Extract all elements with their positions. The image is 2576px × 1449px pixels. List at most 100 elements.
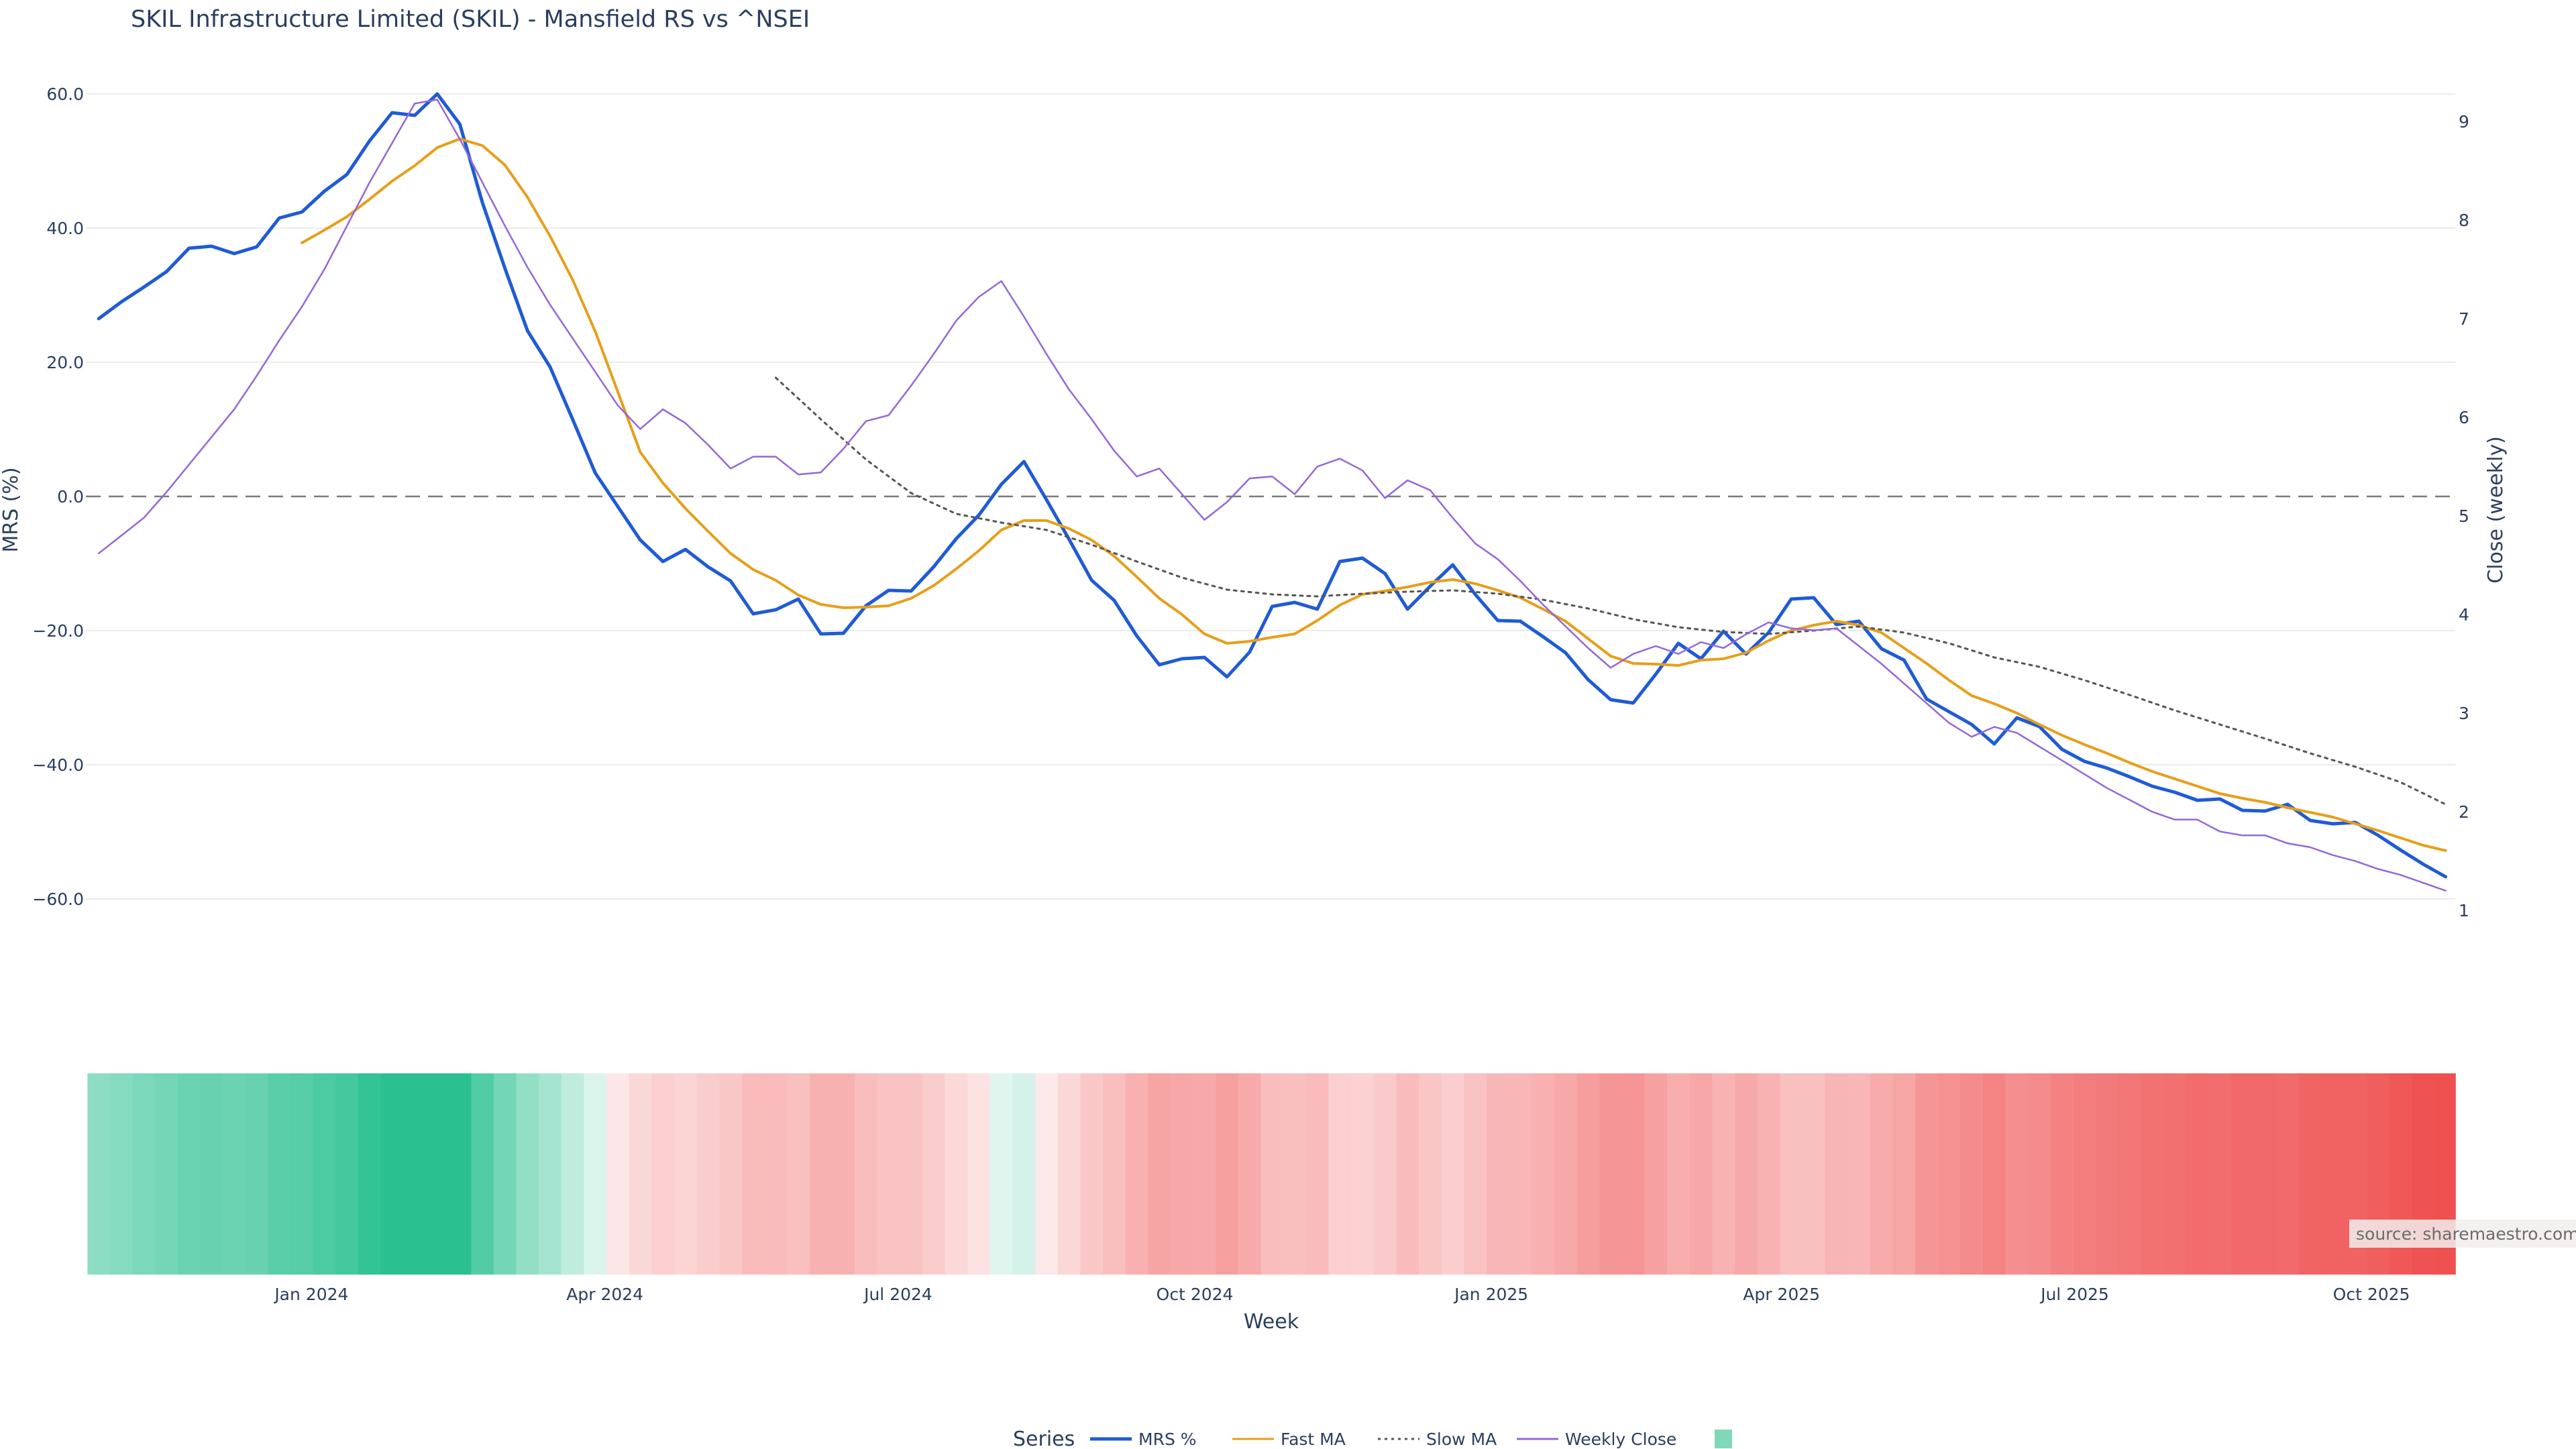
heat-cell [1780, 1073, 1803, 1275]
heat-cell [1960, 1073, 1984, 1275]
x-axis-ticks: Jan 2024 Apr 2024 Jul 2024 Oct 2024 Jan 2025… [273, 1285, 2410, 1304]
heat-cell [1351, 1073, 1375, 1275]
heat-cell [1509, 1073, 1532, 1275]
heat-cell [877, 1073, 901, 1275]
series-line-fast-ma [301, 138, 2447, 852]
y2-tick-label: 3 [2459, 704, 2469, 723]
heat-cell [2005, 1073, 2029, 1275]
heat-cell [764, 1073, 788, 1275]
heat-cell [200, 1073, 223, 1275]
heat-cell [1599, 1073, 1623, 1275]
heat-cell [1983, 1073, 2006, 1275]
heat-cell [268, 1073, 291, 1275]
heat-cell [2298, 1073, 2322, 1275]
heat-cell [945, 1073, 969, 1275]
y2-tick-label: 4 [2459, 605, 2469, 625]
heat-cell [426, 1073, 449, 1275]
heat-cell [1576, 1073, 1600, 1275]
heat-cell [1238, 1073, 1262, 1275]
y2-tick-label: 9 [2459, 112, 2469, 131]
heat-cell [110, 1073, 133, 1275]
heat-cell [1825, 1073, 1848, 1275]
y-tick-label: 60.0 [46, 85, 84, 104]
mrs-heat-strip [87, 1073, 2456, 1275]
heat-cell [1441, 1073, 1465, 1275]
y2-tick-label: 6 [2459, 408, 2469, 427]
heat-cell [1689, 1073, 1713, 1275]
heat-cell [1892, 1073, 1916, 1275]
heat-cell [989, 1073, 1014, 1275]
heat-cell [719, 1073, 743, 1275]
heat-cell [1667, 1073, 1690, 1275]
heat-cell [2276, 1073, 2300, 1275]
y2-tick-label: 7 [2459, 309, 2469, 329]
y-axis-right-ticks: 1 2 3 4 5 6 7 8 9 [2459, 112, 2469, 920]
heat-cell [1373, 1073, 1397, 1275]
y-tick-label: −60.0 [32, 890, 84, 909]
heat-cell [1283, 1073, 1307, 1275]
heat-cell [1080, 1073, 1104, 1275]
heat-cell [1305, 1073, 1330, 1275]
heat-cell [629, 1073, 653, 1275]
heat-cell [1644, 1073, 1668, 1275]
heat-cell [1057, 1073, 1081, 1275]
heat-cell [2050, 1073, 2074, 1275]
heat-cell [1216, 1073, 1239, 1275]
heat-cell [1464, 1073, 1487, 1275]
heat-cell [1125, 1073, 1149, 1275]
y2-tick-label: 5 [2459, 506, 2469, 526]
heat-cell [1870, 1073, 1894, 1275]
heat-cell [539, 1073, 562, 1275]
heat-cell [1532, 1073, 1555, 1275]
series-line-weekly-close [97, 99, 2447, 892]
source-annotation: source: sharemaestro.com [2349, 1220, 2576, 1248]
heat-cell [1847, 1073, 1871, 1275]
heat-cell [967, 1073, 991, 1275]
heat-cell [2163, 1073, 2187, 1275]
heat-cell [1915, 1073, 1939, 1275]
x-tick-label: Jan 2025 [1453, 1285, 1528, 1304]
heat-cell [1487, 1073, 1510, 1275]
heat-cell [155, 1073, 178, 1275]
y-tick-label: 20.0 [46, 353, 84, 372]
heat-cell [2073, 1073, 2096, 1275]
heat-cell [380, 1073, 405, 1275]
heat-cell [922, 1073, 946, 1275]
heat-cell [1103, 1073, 1126, 1275]
legend-label: Weekly Close [1565, 1430, 1676, 1449]
heat-cell [313, 1073, 337, 1275]
heat-cell [223, 1073, 246, 1275]
chart-title: SKIL Infrastructure Limited (SKIL) - Man… [131, 6, 810, 33]
y-axis-left-title: MRS (%) [0, 467, 23, 552]
heat-cell [178, 1073, 201, 1275]
heat-cell [2141, 1073, 2164, 1275]
x-tick-label: Jul 2025 [2039, 1285, 2109, 1304]
heat-cell [516, 1073, 539, 1275]
heat-cell [1937, 1073, 1962, 1275]
heat-cell [1148, 1073, 1171, 1275]
heat-cell [290, 1073, 314, 1275]
heat-cell [1396, 1073, 1419, 1275]
legend-label: Fast MA [1281, 1430, 1346, 1449]
heat-cell [1171, 1073, 1194, 1275]
heat-cell [358, 1073, 382, 1275]
heat-cell [2028, 1073, 2051, 1275]
heat-cell [741, 1073, 765, 1275]
x-tick-label: Jan 2024 [273, 1285, 348, 1304]
y-tick-label: 40.0 [46, 219, 84, 238]
heat-cell [2208, 1073, 2232, 1275]
heat-cell [674, 1073, 698, 1275]
heat-cell [1712, 1073, 1735, 1275]
heat-cell [2321, 1073, 2345, 1275]
y-tick-label: −40.0 [32, 755, 84, 775]
heat-cell [1735, 1073, 1758, 1275]
heat-cell [1260, 1073, 1284, 1275]
heat-cell [1012, 1073, 1036, 1275]
y-axis-right-title: Close (weekly) [2484, 436, 2508, 584]
series-lines [97, 92, 2448, 892]
heat-cell [2231, 1073, 2255, 1275]
x-tick-label: Apr 2024 [566, 1285, 643, 1304]
source-text: source: sharemaestro.com [2356, 1224, 2576, 1244]
heat-cell [832, 1073, 855, 1275]
series-line-mrs [97, 92, 2448, 879]
